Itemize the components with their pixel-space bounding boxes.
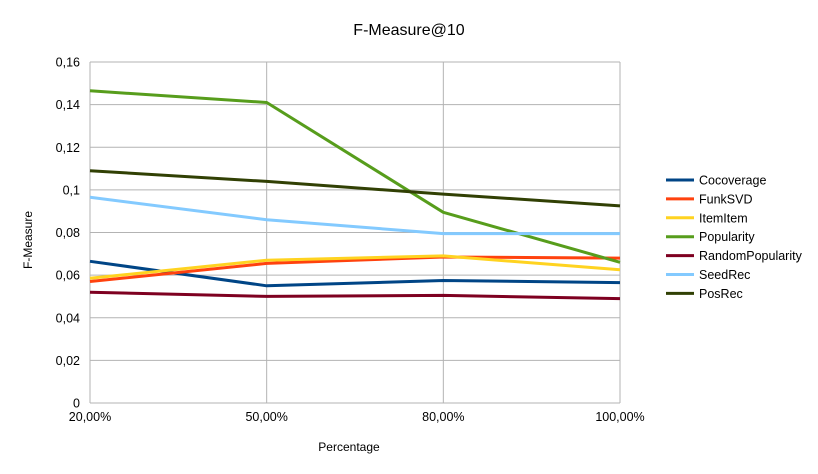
y-tick-labels: 0 0,02 0,04 0,06 0,08 0,1 0,12 0,14 0,16 bbox=[56, 56, 80, 411]
legend-label: Popularity bbox=[699, 230, 755, 244]
y-tick-label: 0,08 bbox=[56, 226, 80, 240]
x-axis-label: Percentage bbox=[318, 440, 380, 454]
legend-item-funksvd: FunkSVD bbox=[666, 192, 753, 206]
y-tick-label: 0,14 bbox=[56, 98, 80, 112]
series-line-posrec bbox=[89, 169, 621, 208]
legend-item-popularity: Popularity bbox=[666, 230, 755, 244]
legend: Cocoverage FunkSVD ItemItem Popularity Rando… bbox=[666, 174, 803, 301]
series-line-itemitem bbox=[89, 254, 621, 280]
y-tick-label: 0,1 bbox=[63, 183, 80, 197]
legend-label: Cocoverage bbox=[699, 174, 766, 188]
series-line-funksvd bbox=[89, 255, 621, 283]
y-tick-label: 0,04 bbox=[56, 311, 80, 325]
grid-lines bbox=[89, 61, 621, 404]
y-tick-label: 0,02 bbox=[56, 354, 80, 368]
legend-label: SeedRec bbox=[699, 268, 750, 282]
y-tick-label: 0,06 bbox=[56, 269, 80, 283]
series-line-popularity bbox=[89, 89, 621, 264]
legend-label: ItemItem bbox=[699, 211, 748, 225]
x-tick-labels: 20,00% 50,00% 80,00% 100,00% bbox=[69, 410, 645, 424]
legend-label: RandomPopularity bbox=[699, 249, 803, 263]
x-tick-label: 50,00% bbox=[245, 410, 287, 424]
y-tick-label: 0,12 bbox=[56, 141, 80, 155]
x-tick-label: 80,00% bbox=[422, 410, 464, 424]
legend-item-itemitem: ItemItem bbox=[666, 211, 748, 225]
legend-item-cocoverage: Cocoverage bbox=[666, 174, 766, 188]
x-tick-label: 100,00% bbox=[595, 410, 644, 424]
chart-title: F-Measure@10 bbox=[353, 22, 464, 39]
x-tick-label: 20,00% bbox=[69, 410, 111, 424]
series-line-seedrec bbox=[89, 195, 620, 236]
legend-item-seedrec: SeedRec bbox=[666, 268, 750, 282]
y-tick-label: 0 bbox=[73, 397, 80, 411]
legend-item-randompopularity: RandomPopularity bbox=[666, 249, 803, 263]
series-lines bbox=[89, 89, 621, 301]
y-tick-label: 0,16 bbox=[56, 56, 80, 70]
legend-item-posrec: PosRec bbox=[666, 287, 743, 301]
y-axis-label: F-Measure bbox=[21, 211, 35, 269]
series-line-randompopularity bbox=[89, 290, 621, 301]
legend-label: FunkSVD bbox=[699, 192, 753, 206]
legend-label: PosRec bbox=[699, 287, 743, 301]
